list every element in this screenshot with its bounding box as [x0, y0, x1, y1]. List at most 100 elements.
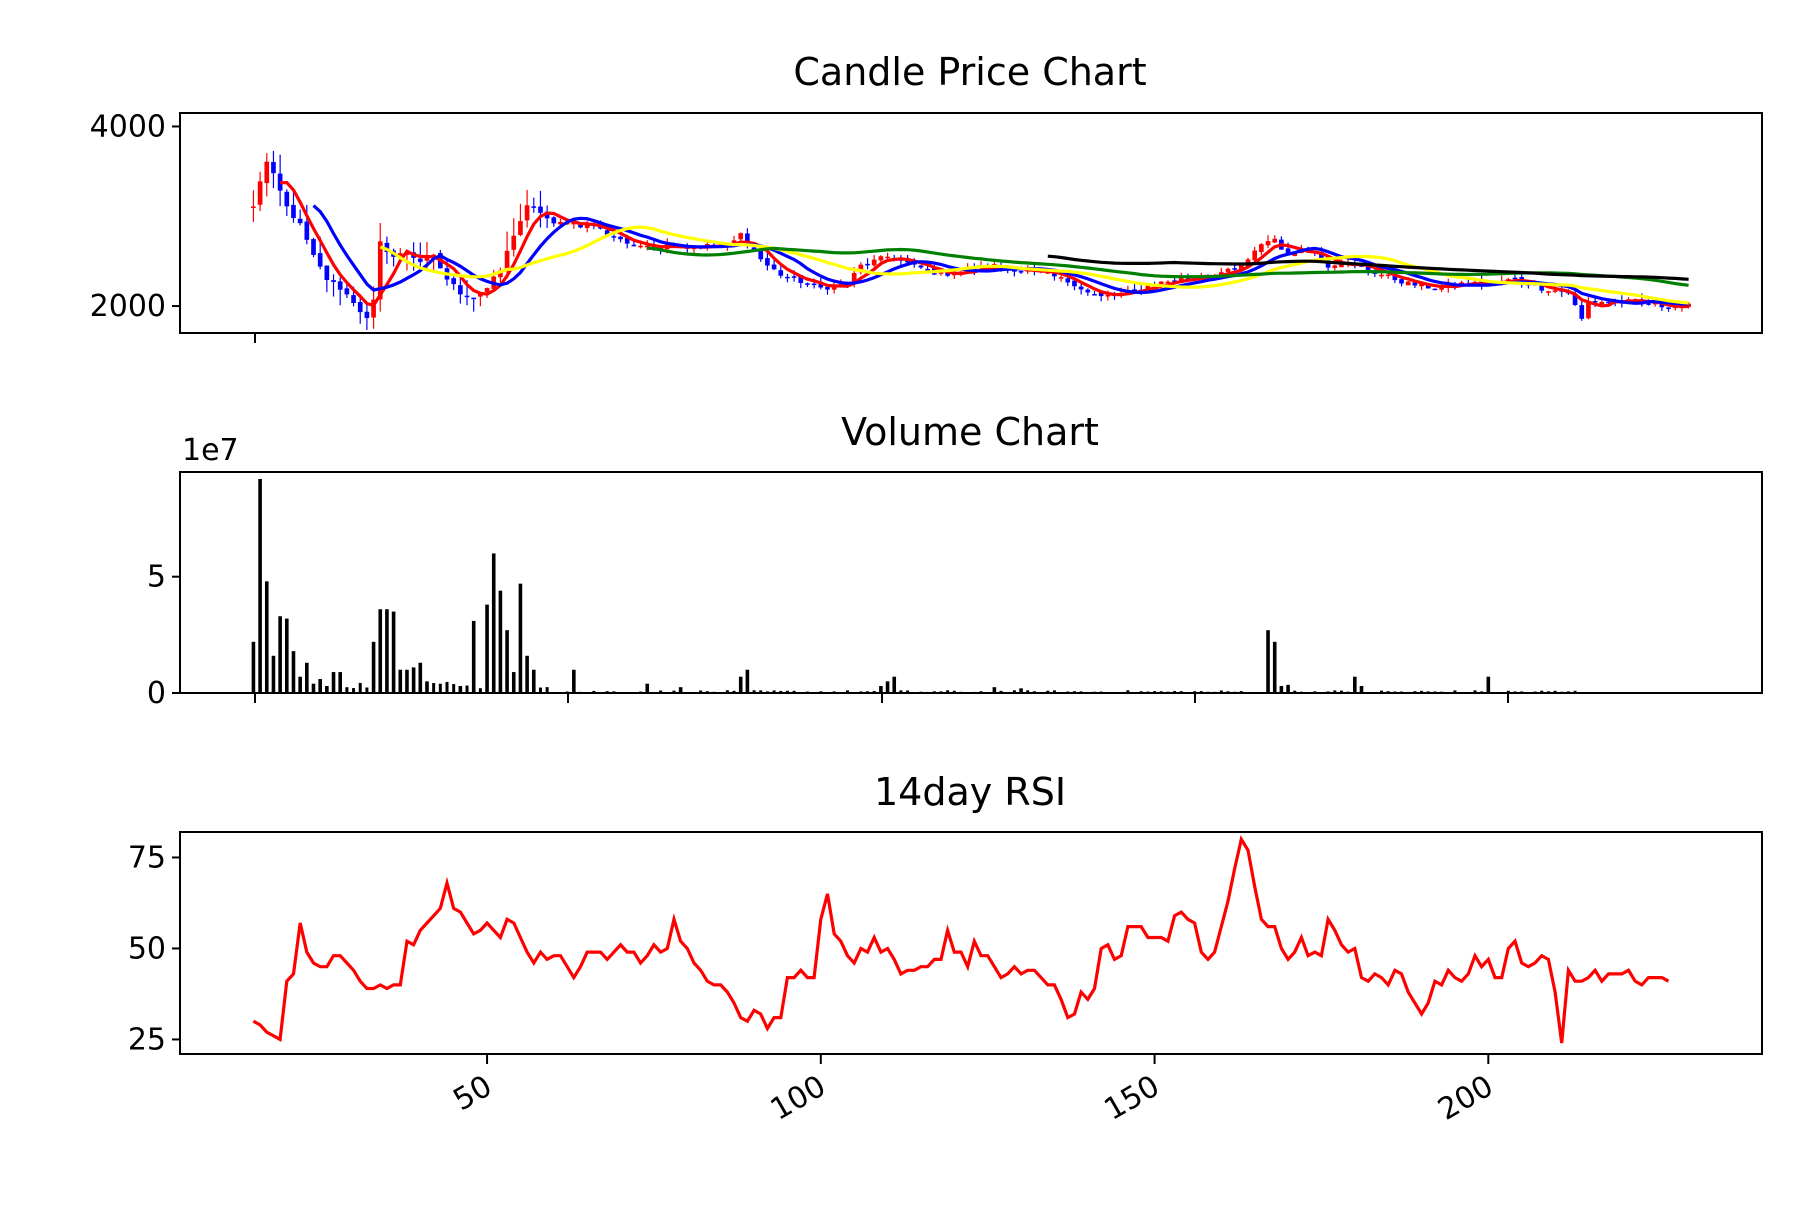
volume-bar — [532, 670, 536, 693]
rsi-plot-frame — [180, 832, 1762, 1054]
volume-bar — [446, 682, 449, 693]
candle-body — [1226, 269, 1231, 272]
volume-bar — [305, 663, 309, 693]
volume-bar — [1273, 642, 1277, 693]
volume-bar — [879, 686, 883, 693]
volume-plot-area: 05 — [147, 479, 1583, 711]
candle-body — [1252, 251, 1257, 261]
volume-bar — [572, 670, 576, 693]
volume-bar — [1286, 685, 1290, 693]
volume-bar — [385, 609, 389, 693]
candle-body — [1272, 239, 1277, 243]
candle-body — [465, 296, 470, 298]
candle-body — [1019, 271, 1024, 273]
candle-body — [1399, 279, 1404, 283]
ma-line-ma5 — [280, 183, 1689, 307]
volume-bar — [372, 642, 376, 693]
volume-bar — [392, 612, 396, 693]
candle-body — [885, 257, 890, 259]
volume-plot-frame — [180, 472, 1762, 693]
candle-body — [471, 298, 476, 300]
volume-ytick-label: 0 — [147, 676, 166, 711]
candle-body — [258, 181, 263, 204]
candle-body — [925, 269, 930, 271]
candle-body — [1332, 265, 1337, 268]
candle-body — [251, 206, 256, 208]
candle-body — [1599, 302, 1604, 304]
volume-bar — [292, 651, 296, 693]
candle-body — [418, 259, 423, 262]
candle-body — [298, 219, 303, 223]
candle-body — [618, 237, 623, 240]
volume-bar — [492, 553, 496, 693]
candle-body — [318, 253, 323, 266]
volume-bar — [466, 686, 469, 693]
volume-bar — [325, 686, 329, 693]
candle-body — [511, 236, 516, 250]
volume-bar — [312, 684, 316, 693]
volume-bar — [432, 683, 435, 693]
candle-body — [331, 280, 336, 282]
candle-body — [525, 205, 530, 220]
rsi-ytick-label: 25 — [128, 1022, 166, 1057]
volume-bar — [265, 581, 269, 693]
candle-body — [765, 258, 770, 265]
candle-body — [919, 265, 924, 267]
volume-bar — [1280, 686, 1284, 693]
candle-body — [1072, 281, 1077, 287]
volume-bar — [459, 686, 463, 693]
candle-body — [1546, 291, 1551, 293]
candle-body — [1406, 282, 1411, 286]
rsi-chart-title: 14day RSI — [874, 770, 1066, 814]
volume-bar — [405, 670, 409, 693]
volume-offset-label: 1e7 — [182, 433, 239, 468]
candle-body — [879, 256, 884, 260]
candle-body — [518, 221, 523, 235]
volume-bar — [258, 479, 262, 693]
volume-bar — [519, 584, 523, 693]
candle-body — [825, 287, 830, 290]
volume-bar — [746, 670, 750, 693]
volume-bar — [272, 656, 276, 693]
volume-bar — [359, 683, 362, 693]
candle-body — [458, 285, 463, 294]
volume-ytick-label: 5 — [147, 560, 166, 595]
volume-bar — [1487, 677, 1491, 693]
price-chart-title: Candle Price Chart — [793, 50, 1146, 94]
candle-body — [792, 276, 797, 278]
candle-body — [1553, 290, 1558, 292]
candle-body — [738, 233, 743, 239]
candle-body — [365, 312, 370, 318]
candle-body — [1092, 294, 1097, 296]
rsi-line — [253, 839, 1668, 1043]
volume-bar — [892, 677, 896, 693]
volume-bar — [278, 616, 282, 693]
volume-bar — [332, 672, 336, 693]
candle-body — [1085, 290, 1090, 293]
volume-bar — [318, 679, 322, 693]
volume-bar — [338, 672, 342, 693]
volume-bar — [419, 663, 423, 693]
volume-bar — [472, 621, 476, 693]
candle-body — [1059, 277, 1064, 279]
candle-body — [338, 281, 343, 289]
candle-body — [358, 302, 363, 312]
candle-body — [1266, 241, 1271, 245]
volume-bar — [378, 609, 382, 693]
candle-body — [264, 162, 269, 183]
volume-bar — [645, 684, 649, 693]
candle-body — [812, 284, 817, 286]
candle-body — [1579, 305, 1584, 319]
volume-bar — [439, 684, 442, 693]
candle-body — [351, 295, 356, 303]
candle-body — [1259, 244, 1264, 252]
candle-body — [551, 217, 556, 223]
volume-bar — [398, 670, 402, 693]
candle-body — [1513, 278, 1518, 280]
volume-chart-title: Volume Chart — [841, 410, 1099, 454]
rsi-xtick-label: 200 — [1432, 1069, 1499, 1128]
candle-body — [531, 206, 536, 208]
